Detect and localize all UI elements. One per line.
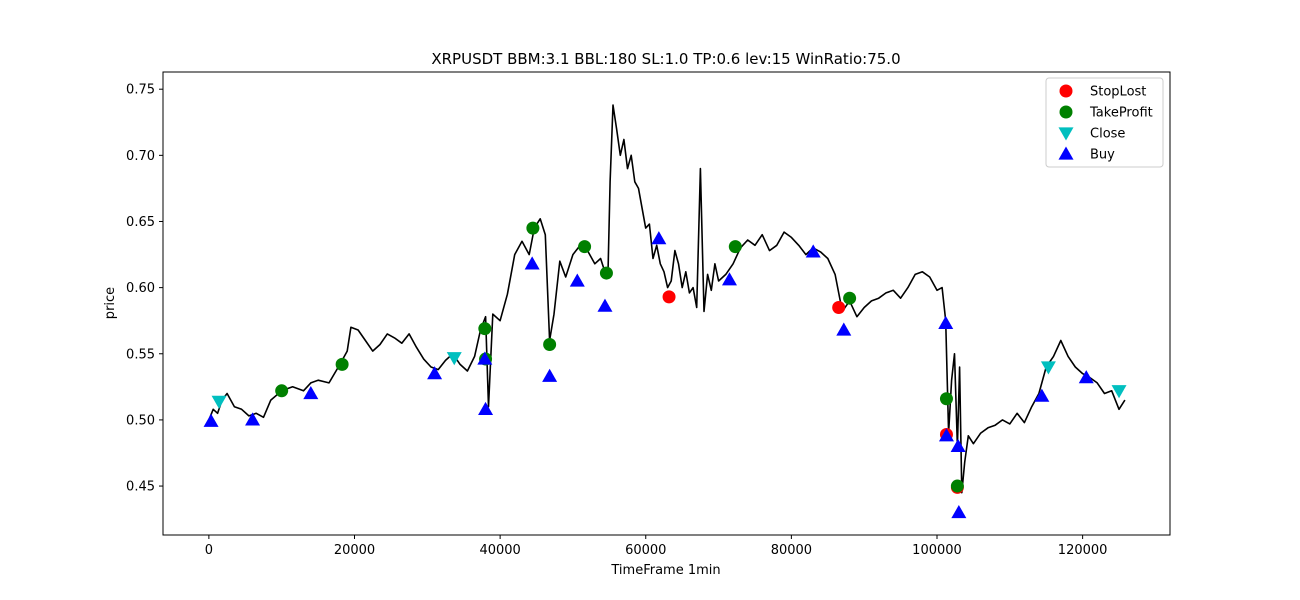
chart-title: XRPUSDT BBM:3.1 BBL:180 SL:1.0 TP:0.6 le… xyxy=(431,50,900,68)
takeprofit-marker xyxy=(478,322,492,336)
buy-marker xyxy=(427,366,443,380)
buy-marker xyxy=(597,298,613,312)
buy-marker xyxy=(951,505,967,519)
takeprofit-marker xyxy=(843,291,857,305)
y-axis: 0.45 0.50 0.55 0.60 0.65 0.70 0.75 xyxy=(126,83,163,495)
takeprofit-marker xyxy=(543,338,557,352)
legend-label: StopLost xyxy=(1090,85,1146,100)
legend-label: Buy xyxy=(1090,148,1115,163)
legend-marker xyxy=(1058,127,1074,141)
x-tick-label: 120000 xyxy=(1058,543,1108,558)
y-tick-label: 0.75 xyxy=(126,83,155,98)
close-marker xyxy=(446,352,462,366)
legend-marker xyxy=(1059,105,1073,119)
y-tick-label: 0.70 xyxy=(126,149,155,164)
legend-box xyxy=(1045,77,1164,168)
takeprofit-marker xyxy=(275,384,289,398)
takeprofit-marker xyxy=(599,266,613,280)
buy-marker xyxy=(478,401,494,415)
takeprofit-marker xyxy=(939,392,953,406)
plot-area xyxy=(203,104,1127,519)
buy-marker xyxy=(836,322,852,336)
x-tick-label: 0 xyxy=(205,543,213,558)
buy-marker xyxy=(477,351,493,365)
buy-marker xyxy=(938,428,954,442)
stoplost-marker xyxy=(662,290,676,304)
x-axis: 0 20000 40000 60000 80000 100000 120000 xyxy=(205,535,1108,558)
buy-marker xyxy=(245,412,261,426)
buy-marker xyxy=(203,413,219,427)
stoplost-marker xyxy=(832,300,846,314)
close-marker xyxy=(1111,385,1127,399)
buy-marker xyxy=(721,272,737,286)
plot-frame xyxy=(162,71,1171,536)
takeprofit-marker xyxy=(578,240,592,254)
y-tick-label: 0.65 xyxy=(126,215,155,230)
buy-marker xyxy=(569,273,585,287)
price-line xyxy=(208,104,1126,494)
takeprofit-marker xyxy=(728,240,742,254)
y-tick-label: 0.55 xyxy=(126,347,155,362)
buy-marker xyxy=(805,244,821,258)
series-close xyxy=(211,352,1127,409)
buy-marker xyxy=(1034,388,1050,402)
takeprofit-marker xyxy=(335,357,349,371)
y-axis-label: price xyxy=(103,287,118,319)
close-marker xyxy=(211,395,227,409)
legend-item-buy: Buy xyxy=(1058,146,1115,163)
legend-item-takeprofit: TakeProfit xyxy=(1059,105,1153,121)
x-axis-label: TimeFrame 1min xyxy=(610,563,720,578)
legend-marker xyxy=(1058,146,1074,160)
legend-marker xyxy=(1059,84,1073,98)
legend-label: Close xyxy=(1090,127,1125,142)
legend: StopLost TakeProfit Close Buy xyxy=(1045,77,1164,168)
legend-item-stoplost: StopLost xyxy=(1059,84,1146,100)
close-marker xyxy=(1040,361,1056,375)
x-tick-label: 20000 xyxy=(334,543,375,558)
buy-marker xyxy=(938,315,954,329)
x-tick-label: 100000 xyxy=(912,543,962,558)
takeprofit-marker xyxy=(950,479,964,493)
series-takeprofit xyxy=(275,221,964,493)
buy-marker xyxy=(524,256,540,270)
series-buy xyxy=(203,231,1094,519)
legend-item-close: Close xyxy=(1058,127,1125,142)
takeprofit-marker xyxy=(526,221,540,235)
x-tick-label: 60000 xyxy=(625,543,666,558)
buy-marker xyxy=(303,385,319,400)
y-tick-label: 0.60 xyxy=(126,281,155,296)
y-tick-label: 0.45 xyxy=(126,480,155,495)
x-tick-label: 40000 xyxy=(479,543,520,558)
buy-marker xyxy=(651,231,667,245)
y-tick-label: 0.50 xyxy=(126,413,155,428)
buy-marker xyxy=(1078,370,1094,384)
legend-label: TakeProfit xyxy=(1089,106,1153,121)
buy-marker xyxy=(950,438,966,452)
buy-marker xyxy=(542,368,558,382)
x-tick-label: 80000 xyxy=(771,543,812,558)
